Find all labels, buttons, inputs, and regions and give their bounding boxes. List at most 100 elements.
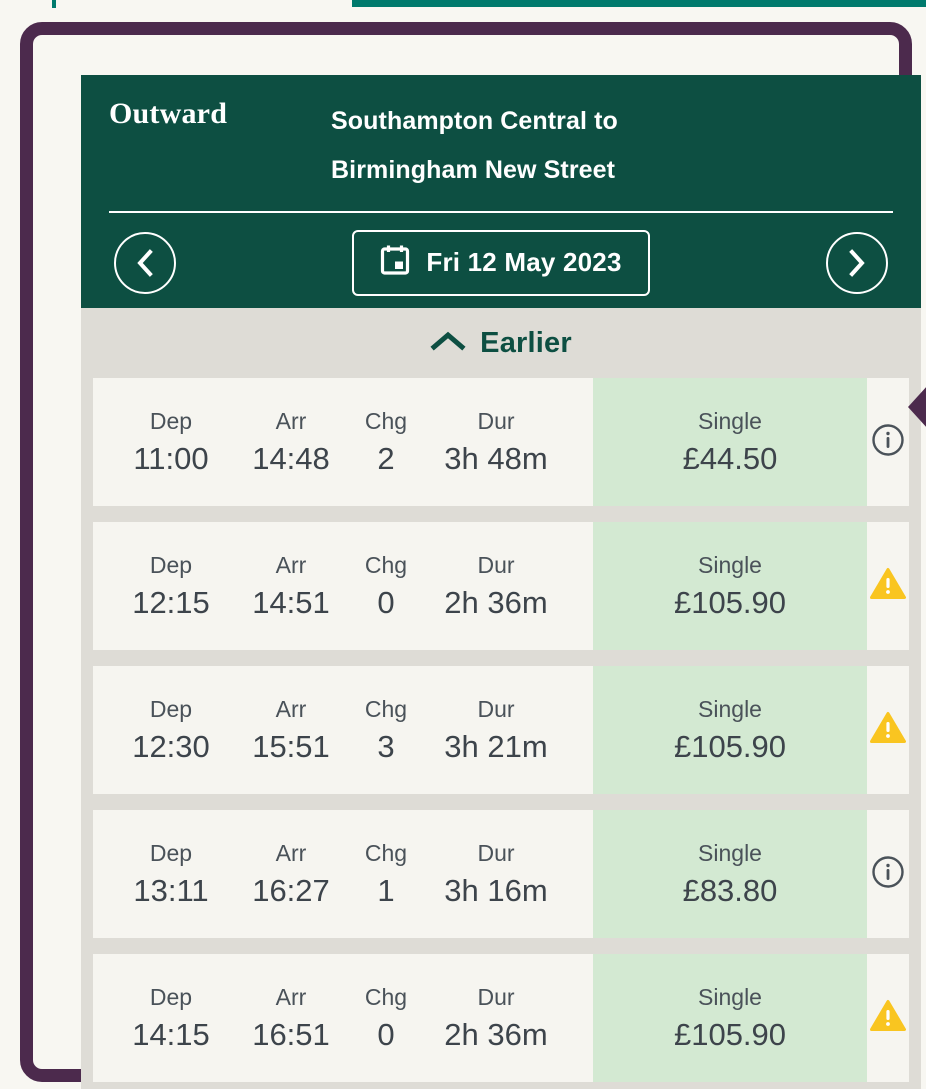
route-label: Southampton Central to Birmingham New St… <box>331 97 618 195</box>
direction-label: Outward <box>109 97 228 130</box>
status-cell[interactable] <box>867 810 909 938</box>
fare-price: £105.90 <box>673 584 787 620</box>
arrival-time: 15:51 <box>252 728 330 764</box>
header-divider <box>109 210 893 213</box>
scroll-left-indicator-icon[interactable] <box>908 385 926 429</box>
arrival-time: 16:27 <box>252 872 330 908</box>
duration-cell: Dur 3h 21m <box>421 693 571 767</box>
arrival-header: Arr <box>275 696 307 723</box>
earlier-trains-button[interactable]: Earlier <box>81 308 921 378</box>
arrival-header: Arr <box>275 408 307 435</box>
journey-results-panel: Outward Southampton Central to Birmingha… <box>81 75 921 1089</box>
calendar-icon <box>380 244 410 281</box>
changes-header: Chg <box>364 408 408 435</box>
fare-cell[interactable]: Single £105.90 <box>593 522 867 650</box>
table-row[interactable]: Dep 12:15 Arr 14:51 Chg 0 Dur 2h 36m <box>93 522 909 650</box>
table-row[interactable]: Dep 12:30 Arr 15:51 Chg 3 Dur 3h 21m <box>93 666 909 794</box>
top-accent-tick <box>52 0 56 8</box>
next-day-button[interactable] <box>825 231 888 294</box>
departure-header: Dep <box>149 984 193 1011</box>
duration-header: Dur <box>477 408 515 435</box>
departure-cell: Dep 12:15 <box>111 549 231 623</box>
table-row[interactable]: Dep 11:00 Arr 14:48 Chg 2 Dur 3h 48m <box>93 378 909 506</box>
arrival-cell: Arr 16:51 <box>231 981 351 1055</box>
departure-time: 13:11 <box>133 872 209 908</box>
departure-header: Dep <box>149 696 193 723</box>
top-accent-strip <box>352 0 926 7</box>
chevron-up-icon <box>430 330 466 357</box>
status-cell[interactable] <box>867 378 909 506</box>
arrival-header: Arr <box>275 984 307 1011</box>
warning-icon[interactable] <box>870 711 906 749</box>
table-row[interactable]: Dep 13:11 Arr 16:27 Chg 1 Dur 3h 16m <box>93 810 909 938</box>
chevron-left-icon <box>132 248 158 278</box>
fare-type: Single <box>698 408 762 435</box>
previous-day-button[interactable] <box>114 231 176 294</box>
date-label: Fri 12 May 2023 <box>426 247 622 277</box>
departure-header: Dep <box>149 840 193 867</box>
fare-cell[interactable]: Single £105.90 <box>593 666 867 794</box>
changes-header: Chg <box>364 984 408 1011</box>
header-titles: Outward Southampton Central to Birmingha… <box>109 97 893 195</box>
journey-details: Dep 11:00 Arr 14:48 Chg 2 Dur 3h 48m <box>93 378 593 506</box>
fare-price: £83.80 <box>682 872 778 908</box>
warning-icon[interactable] <box>870 999 906 1037</box>
arrival-cell: Arr 14:48 <box>231 405 351 479</box>
departure-time: 14:15 <box>132 1016 210 1052</box>
status-cell[interactable] <box>867 666 909 794</box>
chevron-right-icon <box>844 248 870 278</box>
status-cell[interactable] <box>867 522 909 650</box>
journey-details: Dep 12:30 Arr 15:51 Chg 3 Dur 3h 21m <box>93 666 593 794</box>
arrival-cell: Arr 14:51 <box>231 549 351 623</box>
departure-cell: Dep 13:11 <box>111 837 231 911</box>
changes-count: 0 <box>377 1016 395 1052</box>
route-line-destination: Birmingham New Street <box>331 155 616 184</box>
changes-count: 0 <box>377 584 395 620</box>
fare-type: Single <box>698 840 762 867</box>
changes-header: Chg <box>364 840 408 867</box>
fare-price: £105.90 <box>673 1016 787 1052</box>
changes-count: 2 <box>377 440 395 476</box>
duration-cell: Dur 3h 16m <box>421 837 571 911</box>
changes-header: Chg <box>364 552 408 579</box>
info-icon[interactable] <box>871 423 905 462</box>
duration-value: 2h 36m <box>444 584 548 620</box>
changes-count: 1 <box>377 872 395 908</box>
duration-header: Dur <box>477 840 515 867</box>
info-icon[interactable] <box>871 855 905 894</box>
arrival-time: 14:51 <box>252 584 330 620</box>
arrival-header: Arr <box>275 840 307 867</box>
table-row[interactable]: Dep 14:15 Arr 16:51 Chg 0 Dur 2h 36m <box>93 954 909 1082</box>
changes-cell: Chg 0 <box>351 981 421 1055</box>
arrival-time: 16:51 <box>252 1016 330 1052</box>
route-line-origin: Southampton Central to <box>331 107 618 135</box>
fare-cell[interactable]: Single £44.50 <box>593 378 867 506</box>
arrival-time: 14:48 <box>252 440 330 476</box>
changes-cell: Chg 2 <box>351 405 421 479</box>
fare-price: £44.50 <box>682 440 778 476</box>
duration-cell: Dur 2h 36m <box>421 981 571 1055</box>
arrival-cell: Arr 16:27 <box>231 837 351 911</box>
departure-cell: Dep 11:00 <box>111 405 231 479</box>
journey-details: Dep 12:15 Arr 14:51 Chg 0 Dur 2h 36m <box>93 522 593 650</box>
fare-cell[interactable]: Single £105.90 <box>593 954 867 1082</box>
status-cell[interactable] <box>867 954 909 1082</box>
changes-cell: Chg 3 <box>351 693 421 767</box>
journey-list: Dep 11:00 Arr 14:48 Chg 2 Dur 3h 48m <box>81 378 921 1082</box>
departure-header: Dep <box>149 408 193 435</box>
warning-icon[interactable] <box>870 567 906 605</box>
duration-header: Dur <box>477 552 515 579</box>
date-navigation: Fri 12 May 2023 <box>109 229 893 296</box>
fare-type: Single <box>698 696 762 723</box>
departure-time: 12:30 <box>132 728 210 764</box>
departure-header: Dep <box>149 552 193 579</box>
earlier-label: Earlier <box>480 326 572 359</box>
fare-type: Single <box>698 552 762 579</box>
duration-value: 3h 16m <box>444 872 548 908</box>
date-picker-button[interactable]: Fri 12 May 2023 <box>352 229 650 296</box>
departure-time: 12:15 <box>132 584 210 620</box>
fare-cell[interactable]: Single £83.80 <box>593 810 867 938</box>
duration-value: 3h 21m <box>444 728 548 764</box>
fare-price: £105.90 <box>673 728 787 764</box>
changes-count: 3 <box>377 728 395 764</box>
